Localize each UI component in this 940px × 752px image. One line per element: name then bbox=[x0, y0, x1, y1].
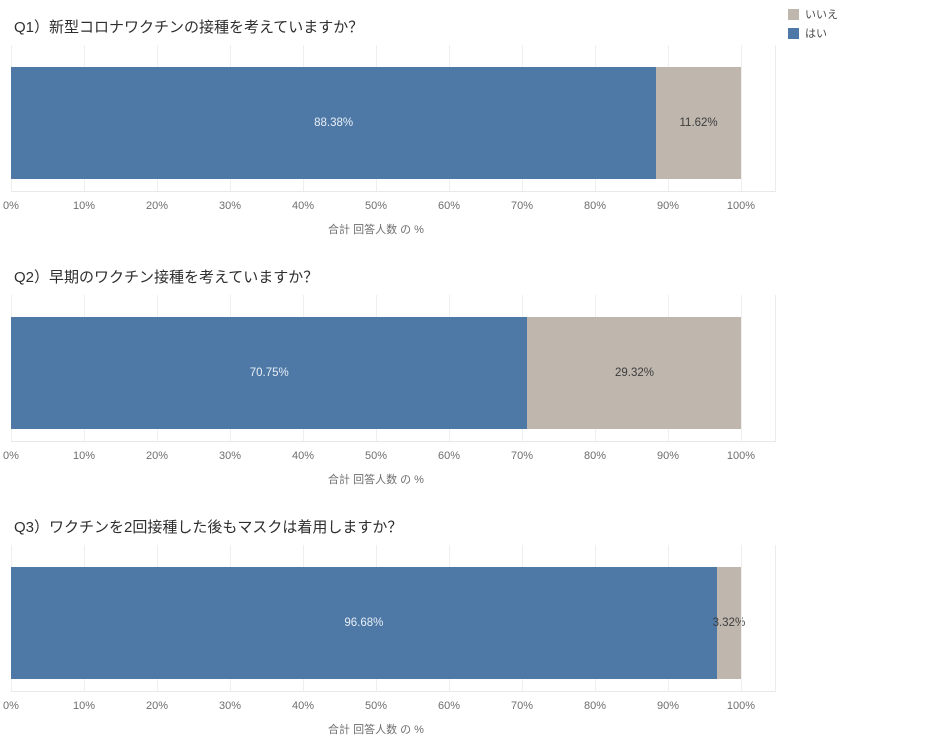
legend-label-no: いいえ bbox=[805, 9, 838, 21]
x-tick-label: 80% bbox=[583, 700, 607, 712]
x-tick-label: 70% bbox=[510, 200, 534, 212]
x-tick-label: 60% bbox=[437, 700, 461, 712]
x-tick-label: 60% bbox=[437, 450, 461, 462]
bar-value-label: 3.32% bbox=[712, 617, 746, 629]
bar-segment-no[interactable]: 29.32% bbox=[527, 317, 742, 429]
chart-title-q3: Q3）ワクチンを2回接種した後もマスクは着用しますか？ bbox=[14, 519, 403, 536]
x-tick-label: 0% bbox=[3, 200, 19, 212]
bar-segment-yes[interactable]: 70.75% bbox=[11, 317, 528, 429]
x-tick-label: 0% bbox=[3, 450, 19, 462]
bar-segment-no[interactable]: 11.62% bbox=[656, 67, 741, 179]
x-tick-label: 50% bbox=[364, 700, 388, 712]
chart-q3: Q3）ワクチンを2回接種した後もマスクは着用しますか？ 96.68% 3.32%… bbox=[0, 500, 940, 750]
x-tick-label: 90% bbox=[656, 200, 680, 212]
bar-value-label: 96.68% bbox=[344, 617, 384, 629]
x-tick-label: 30% bbox=[218, 450, 242, 462]
x-tick-label: 20% bbox=[145, 450, 169, 462]
x-tick-label: 40% bbox=[291, 200, 315, 212]
x-axis-q3: 0% 10% 20% 30% 40% 50% 60% 70% 80% 90% 1… bbox=[3, 700, 755, 713]
x-tick-label: 80% bbox=[583, 200, 607, 212]
stacked-bar-q2: 70.75% 29.32% bbox=[11, 317, 742, 429]
x-axis-title-q1: 合計 回答人数 の % bbox=[328, 224, 424, 236]
legend-item-yes[interactable]: はい bbox=[788, 25, 838, 41]
plot-area-q3: 96.68% 3.32% bbox=[11, 545, 776, 692]
bar-value-label: 88.38% bbox=[314, 117, 354, 129]
legend-swatch-yes-icon bbox=[788, 27, 799, 39]
stacked-bar-q3: 96.68% 3.32% bbox=[11, 567, 745, 679]
x-tick-label: 100% bbox=[726, 700, 756, 712]
stacked-bar-q1: 88.38% 11.62% bbox=[11, 67, 741, 179]
legend: いいえ はい bbox=[788, 6, 838, 41]
chart-pane-q3: 96.68% 3.32% bbox=[11, 545, 745, 691]
bar-value-label: 29.32% bbox=[614, 367, 654, 379]
x-tick-label: 100% bbox=[726, 200, 756, 212]
x-tick-label: 70% bbox=[510, 450, 534, 462]
chart-pane-q1: 88.38% 11.62% bbox=[11, 45, 742, 191]
chart-pane-q2: 70.75% 29.32% bbox=[11, 295, 742, 441]
x-tick-label: 60% bbox=[437, 200, 461, 212]
x-axis-title-q2: 合計 回答人数 の % bbox=[328, 474, 424, 486]
chart-title-q2: Q2）早期のワクチン接種を考えていますか？ bbox=[14, 269, 319, 286]
x-tick-label: 70% bbox=[510, 700, 534, 712]
x-tick-label: 40% bbox=[291, 450, 315, 462]
bar-segment-yes[interactable]: 96.68% bbox=[11, 567, 717, 679]
x-tick-label: 100% bbox=[726, 450, 756, 462]
x-tick-label: 50% bbox=[364, 450, 388, 462]
x-tick-label: 10% bbox=[72, 450, 96, 462]
x-tick-label: 0% bbox=[3, 700, 19, 712]
x-tick-label: 20% bbox=[145, 200, 169, 212]
x-tick-label: 80% bbox=[583, 450, 607, 462]
bar-value-label: 70.75% bbox=[249, 367, 289, 379]
chart-title-q1: Q1）新型コロナワクチンの接種を考えていますか？ bbox=[14, 19, 364, 36]
bar-value-label: 11.62% bbox=[679, 117, 718, 129]
x-tick-label: 20% bbox=[145, 700, 169, 712]
x-tick-label: 40% bbox=[291, 700, 315, 712]
x-axis-q1: 0% 10% 20% 30% 40% 50% 60% 70% 80% 90% 1… bbox=[3, 200, 755, 213]
bar-segment-yes[interactable]: 88.38% bbox=[11, 67, 657, 179]
x-axis-title-q3: 合計 回答人数 の % bbox=[328, 724, 424, 736]
x-axis-q2: 0% 10% 20% 30% 40% 50% 60% 70% 80% 90% 1… bbox=[3, 450, 755, 463]
legend-swatch-no-icon bbox=[788, 8, 799, 20]
x-tick-label: 90% bbox=[656, 450, 680, 462]
chart-q1: Q1）新型コロナワクチンの接種を考えていますか？ 88.38% 11.62% 0… bbox=[0, 0, 940, 250]
x-tick-label: 90% bbox=[656, 700, 680, 712]
x-tick-label: 10% bbox=[72, 200, 96, 212]
plot-area-q2: 70.75% 29.32% bbox=[11, 295, 776, 442]
x-tick-label: 50% bbox=[364, 200, 388, 212]
x-tick-label: 30% bbox=[218, 200, 242, 212]
x-tick-label: 30% bbox=[218, 700, 242, 712]
chart-q2: Q2）早期のワクチン接種を考えていますか？ 70.75% 29.32% 0% 1… bbox=[0, 250, 940, 500]
bar-segment-no[interactable]: 3.32% bbox=[713, 567, 745, 679]
x-tick-label: 10% bbox=[72, 700, 96, 712]
legend-label-yes: はい bbox=[805, 28, 827, 40]
plot-area-q1: 88.38% 11.62% bbox=[11, 45, 776, 192]
legend-item-no[interactable]: いいえ bbox=[788, 6, 838, 22]
